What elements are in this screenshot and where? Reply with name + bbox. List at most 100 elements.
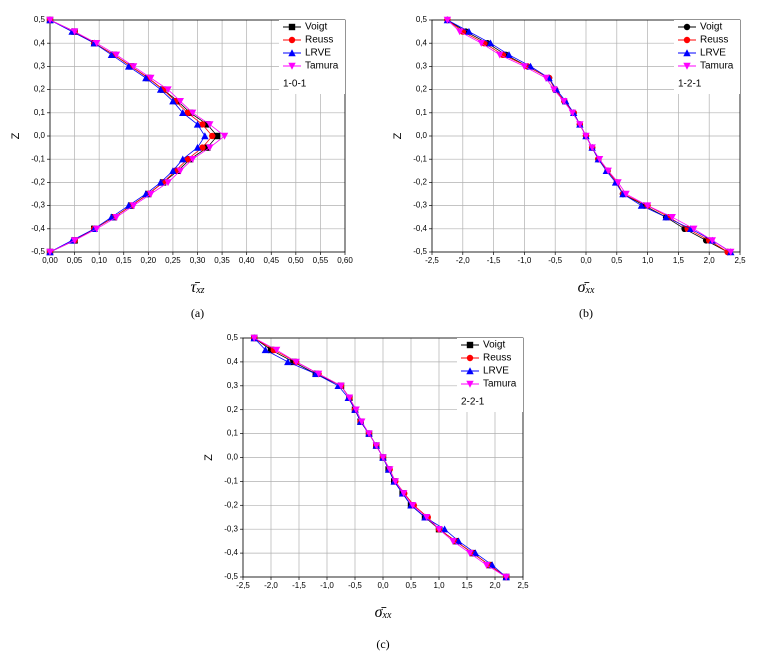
marker	[482, 561, 491, 569]
y-tick-label: 0,4	[416, 38, 428, 47]
y-tick-label: 0,0	[227, 453, 239, 462]
marker	[582, 132, 590, 140]
marker	[142, 74, 150, 82]
marker	[129, 63, 138, 71]
x-tick-label: 1,0	[433, 581, 445, 590]
marker	[107, 51, 116, 58]
y-tick-label: -0,4	[31, 224, 45, 233]
marker	[622, 190, 630, 198]
marker	[112, 51, 121, 59]
legend-label: Tamura	[700, 61, 734, 72]
x-tick-label: 0,50	[288, 256, 304, 265]
marker	[176, 98, 184, 105]
x-tick-label: 0,5	[405, 581, 417, 590]
marker	[156, 178, 165, 186]
x-axis-subscript: xz	[195, 285, 204, 296]
legend-label: Tamura	[483, 379, 517, 390]
marker	[201, 132, 209, 140]
y-tick-label: 0,4	[34, 38, 46, 47]
y-tick-label: 0,1	[227, 429, 239, 438]
legend-label: Tamura	[305, 61, 339, 72]
x-tick-label: 0,45	[263, 256, 279, 265]
y-tick-label: 0,1	[34, 108, 46, 117]
y-tick-label: 0,5	[227, 333, 239, 342]
y-tick-label: -0,2	[31, 178, 45, 187]
legend-marker	[683, 49, 691, 57]
marker	[129, 202, 138, 210]
marker	[213, 132, 221, 140]
marker	[184, 109, 191, 117]
x-axis-label: σ̄xx	[375, 604, 392, 622]
y-tick-label: -0,2	[413, 178, 427, 187]
legend-label: Voigt	[700, 22, 722, 33]
marker	[443, 16, 452, 24]
legend-box	[674, 20, 740, 94]
y-tick-label: 0,0	[416, 131, 428, 140]
x-tick-label: 1,0	[642, 256, 654, 265]
plot-frame	[431, 19, 741, 253]
marker	[193, 143, 202, 151]
marker	[391, 478, 400, 486]
marker	[147, 74, 155, 82]
caption: (c)	[376, 637, 389, 651]
marker	[93, 40, 101, 47]
annotation: 2-2-1	[461, 397, 485, 408]
x-tick-label: 0,40	[239, 256, 255, 265]
marker	[435, 526, 443, 533]
x-tick-label: 0,60	[337, 256, 353, 265]
legend-marker	[466, 354, 474, 362]
marker	[526, 62, 535, 70]
plot-frame	[49, 19, 346, 253]
marker	[496, 51, 504, 59]
marker	[199, 121, 206, 128]
x-tick-label: 0,25	[165, 256, 181, 265]
y-axis-label: Z	[10, 132, 22, 139]
y-axis-label: Z	[203, 454, 215, 461]
chart: 0,00 0,05 0,10 0,15 0,20 0,25 0,30 0,35 0,40 0,45…	[10, 15, 353, 320]
x-axis-subscript: xx	[585, 285, 595, 296]
marker	[209, 132, 216, 140]
x-tick-label: 2,0	[704, 256, 716, 265]
y-tick-label: -0,5	[224, 572, 238, 581]
marker	[70, 28, 79, 36]
marker	[422, 514, 431, 521]
marker	[147, 190, 155, 198]
x-axis-label: σ̄xx	[578, 279, 595, 297]
x-tick-label: 0,05	[67, 256, 83, 265]
marker	[206, 144, 214, 152]
x-tick-label: 2,5	[734, 256, 746, 265]
marker	[465, 27, 473, 35]
y-tick-label: -0,1	[413, 154, 427, 163]
marker	[206, 121, 214, 129]
marker	[690, 225, 698, 233]
x-tick-label: 0,00	[42, 256, 58, 265]
legend-marker	[466, 367, 474, 375]
marker	[352, 406, 360, 414]
legend-marker	[288, 49, 296, 57]
legend-label: Reuss	[305, 35, 333, 46]
marker	[292, 358, 300, 366]
marker	[637, 201, 646, 209]
marker	[440, 525, 449, 533]
y-tick-label: 0,5	[34, 15, 46, 24]
marker	[345, 394, 354, 402]
marker	[408, 502, 417, 509]
x-tick-label: 0,30	[190, 256, 206, 265]
marker	[70, 237, 79, 245]
y-tick-label: 0,0	[34, 131, 46, 140]
annotation: 1-2-1	[678, 79, 702, 90]
marker	[576, 121, 584, 129]
marker	[643, 202, 652, 210]
chart: -2,5 -2,0 -1,5 -1,0 -0,5 0,0 0,5 1,0 1,5 2,0 2,5 -0…	[203, 333, 529, 651]
plot-frame	[242, 337, 524, 578]
caption: (a)	[191, 306, 204, 320]
legend-box	[457, 338, 523, 412]
marker	[358, 418, 366, 426]
legend-label: LRVE	[700, 48, 726, 59]
marker	[560, 98, 568, 105]
marker	[199, 144, 206, 151]
y-tick-label: -0,4	[413, 224, 427, 233]
y-tick-label: 0,2	[34, 85, 46, 94]
y-tick-label: -0,4	[224, 548, 238, 557]
x-axis-symbol: σ̄	[375, 604, 387, 621]
